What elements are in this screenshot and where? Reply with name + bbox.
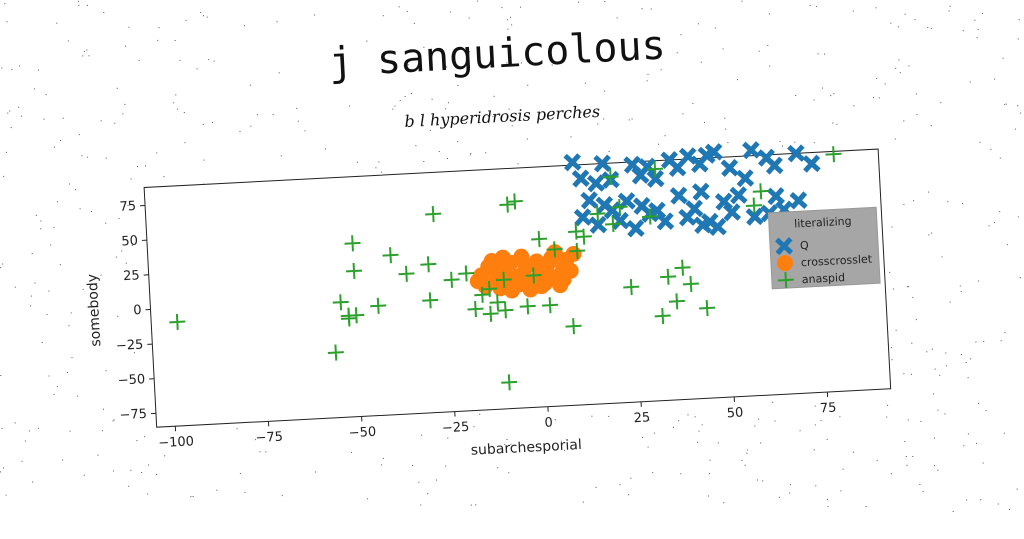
noise-dot	[1009, 509, 1010, 510]
x-tick-label: −75	[255, 430, 283, 446]
legend-label-anaspid: anaspid	[802, 271, 846, 286]
noise-dot	[1020, 113, 1021, 114]
noise-dot	[1017, 489, 1018, 490]
y-tick-label: 50	[121, 234, 138, 250]
noise-dot	[4, 3, 5, 4]
noise-dot	[0, 471, 1, 472]
x-tick-label: 50	[726, 405, 743, 421]
noise-dot	[87, 5, 88, 6]
y-tick-label: 0	[133, 303, 142, 318]
noise-dot	[827, 499, 828, 500]
noise-dot	[103, 12, 104, 13]
noise-dot	[966, 500, 967, 501]
noise-dot	[998, 504, 999, 505]
noise-dot	[3, 468, 4, 469]
x-tick-label: 0	[544, 415, 553, 430]
x-axis-label: subarchesporial	[470, 437, 582, 459]
noise-dot	[2, 428, 3, 429]
noise-dot	[78, 5, 79, 6]
y-tick-label: −50	[117, 372, 145, 388]
y-tick-label: 25	[123, 268, 140, 284]
x-tick-label: −100	[158, 434, 194, 451]
noise-dot	[200, 12, 201, 13]
noise-dot	[1018, 39, 1019, 40]
noise-dot	[0, 375, 1, 376]
noise-dot	[1017, 105, 1018, 106]
y-tick-label: −25	[116, 338, 144, 354]
x-tick-label: 25	[633, 410, 650, 426]
x-tick-label: −25	[442, 420, 470, 436]
x-tick-label: 75	[820, 401, 837, 417]
noise-dot	[6, 495, 7, 496]
noise-dot	[866, 506, 867, 507]
legend-label-Q: Q	[800, 239, 810, 252]
noise-dot	[7, 21, 8, 22]
noise-dot	[78, 1, 79, 2]
noise-dot	[1019, 19, 1020, 20]
noise-dot	[827, 506, 828, 507]
x-tick-label: −50	[348, 425, 376, 441]
noise-dot	[723, 502, 724, 503]
y-tick-label: −75	[119, 407, 147, 423]
y-axis-label: somebody	[85, 274, 105, 347]
y-tick-label: 75	[119, 199, 136, 215]
noise-dot	[980, 499, 981, 500]
